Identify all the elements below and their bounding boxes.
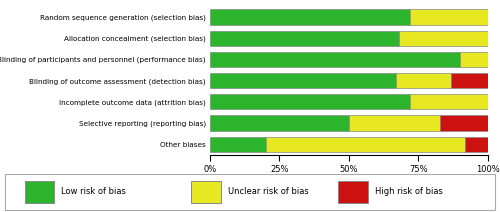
- Bar: [210, 94, 410, 109]
- Bar: [210, 31, 398, 46]
- Bar: [440, 115, 488, 131]
- Bar: [396, 73, 452, 88]
- Bar: [210, 52, 460, 67]
- FancyBboxPatch shape: [24, 181, 54, 203]
- Text: High risk of bias: High risk of bias: [375, 187, 443, 196]
- Text: Low risk of bias: Low risk of bias: [62, 187, 126, 196]
- FancyBboxPatch shape: [191, 181, 220, 203]
- Bar: [266, 137, 466, 152]
- FancyBboxPatch shape: [338, 181, 368, 203]
- Bar: [210, 115, 349, 131]
- Bar: [398, 31, 488, 46]
- Bar: [460, 52, 487, 67]
- Bar: [210, 137, 266, 152]
- Bar: [452, 73, 488, 88]
- Bar: [210, 73, 396, 88]
- Bar: [210, 9, 410, 25]
- Bar: [410, 94, 488, 109]
- Bar: [410, 9, 488, 25]
- Text: Unclear risk of bias: Unclear risk of bias: [228, 187, 308, 196]
- Bar: [466, 137, 487, 152]
- Bar: [349, 115, 440, 131]
